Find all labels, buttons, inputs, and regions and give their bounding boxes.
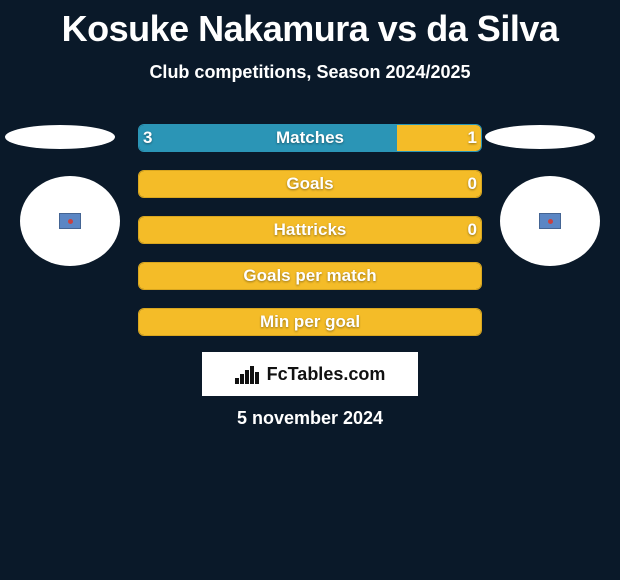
stat-label: Min per goal: [139, 309, 481, 335]
stat-label: Hattricks: [139, 217, 481, 243]
stat-row: Matches3 1: [138, 124, 482, 152]
flag-icon: [539, 213, 561, 229]
stat-label: Matches: [139, 125, 481, 151]
player-oval-small: [485, 125, 595, 149]
stat-value-right: 1: [453, 125, 477, 151]
stat-value-right: 0: [453, 171, 477, 197]
stat-label: Goals per match: [139, 263, 481, 289]
stat-label: Goals: [139, 171, 481, 197]
stat-row: Goals0: [138, 170, 482, 198]
stat-row: Goals per match: [138, 262, 482, 290]
player-avatar: [20, 176, 120, 266]
comparison-chart: Matches31Goals0Hattricks0Goals per match…: [0, 110, 620, 350]
stat-value-left: 3: [143, 125, 167, 151]
player-avatar: [500, 176, 600, 266]
stat-row: Hattricks0: [138, 216, 482, 244]
stat-row: Min per goal: [138, 308, 482, 336]
brand-icon: [235, 364, 263, 384]
page-title: Kosuke Nakamura vs da Silva: [0, 0, 620, 50]
stat-value-right: 0: [453, 217, 477, 243]
brand-text: FcTables.com: [267, 364, 386, 385]
brand-badge: FcTables.com: [202, 352, 418, 396]
player-oval-small: [5, 125, 115, 149]
page-subtitle: Club competitions, Season 2024/2025: [0, 62, 620, 83]
footer-date: 5 november 2024: [0, 408, 620, 429]
flag-icon: [59, 213, 81, 229]
